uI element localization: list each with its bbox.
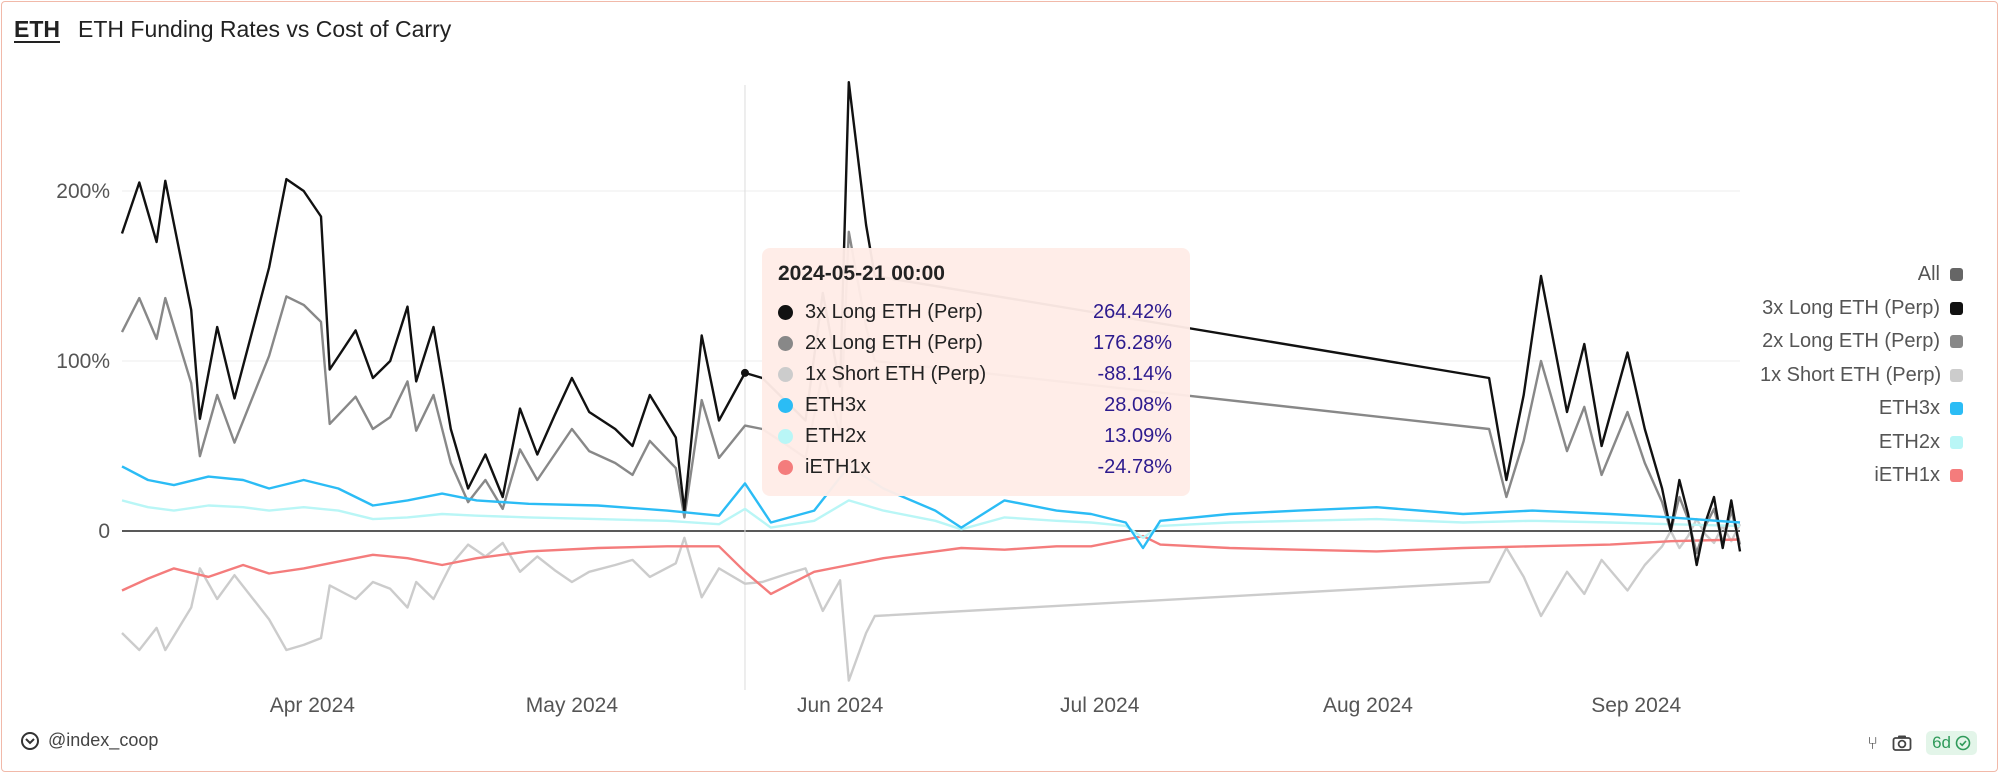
series-dot-icon (778, 335, 793, 351)
legend-swatch-icon (1950, 335, 1963, 349)
tooltip-series-name: iETH1x (805, 455, 871, 478)
hover-point (740, 368, 749, 377)
legend-label: ETH3x (1878, 397, 1940, 420)
tooltip-row: 3x Long ETH (Perp) 264.42% (778, 297, 1172, 327)
series-line-eth3x (121, 465, 1741, 550)
series-dot-icon (778, 459, 793, 475)
hover-tooltip: 2024-05-21 00:00 3x Long ETH (Perp) 264.… (762, 248, 1190, 496)
legend-label: 2x Long ETH (Perp) (1762, 330, 1940, 353)
ticker-link[interactable]: ETH (14, 16, 60, 42)
tooltip-series-name: ETH2x (805, 424, 867, 447)
tooltip-series-value: 176.28% (1093, 331, 1172, 354)
series-dot-icon (778, 304, 793, 320)
index-coop-logo-icon (21, 731, 39, 750)
camera-icon[interactable] (1892, 734, 1912, 752)
series-line-ieth1x (121, 534, 1741, 596)
tooltip-series-value: 13.09% (1104, 424, 1172, 447)
footer-credit: @index_coop (20, 730, 158, 751)
chart-header: ETH ETH Funding Rates vs Cost of Carry (14, 16, 451, 43)
tooltip-series-value: 264.42% (1093, 300, 1172, 323)
legend: All 3x Long ETH (Perp) 2x Long ETH (Perp… (1760, 258, 1963, 493)
y-tick-label: 200% (56, 180, 110, 203)
footer-toolbar: ⑂ 6d (1867, 731, 1977, 755)
legend-label: All (1917, 263, 1940, 286)
tooltip-row: 1x Short ETH (Perp) -88.14% (778, 359, 1172, 389)
series-dot-icon (778, 428, 793, 444)
series-line-eth2x (121, 499, 1741, 539)
y-tick-label: 100% (56, 350, 110, 373)
legend-swatch-icon (1950, 469, 1963, 483)
x-tick-label: Aug 2024 (1323, 694, 1413, 717)
legend-item-2x-long[interactable]: 2x Long ETH (Perp) (1760, 325, 1963, 359)
x-tick-label: Jun 2024 (797, 694, 884, 717)
refresh-age: 6d (1932, 733, 1951, 752)
tooltip-series-name: ETH3x (805, 393, 867, 416)
x-tick-label: Apr 2024 (270, 694, 356, 717)
legend-item-all[interactable]: All (1760, 258, 1963, 292)
tooltip-row: ETH2x 13.09% (778, 421, 1172, 451)
series-dot-icon (778, 366, 793, 382)
tooltip-series-name: 2x Long ETH (Perp) (805, 331, 983, 354)
refresh-status-badge[interactable]: 6d (1926, 731, 1977, 755)
tooltip-date: 2024-05-21 00:00 (778, 262, 945, 285)
legend-swatch-icon (1950, 301, 1963, 315)
series-dot-icon (778, 397, 793, 413)
legend-swatch-icon (1950, 402, 1963, 416)
legend-item-eth3x[interactable]: ETH3x (1760, 392, 1963, 426)
legend-label: ETH2x (1878, 430, 1940, 453)
tooltip-series-name: 1x Short ETH (Perp) (805, 362, 987, 385)
legend-swatch-icon (1950, 435, 1963, 449)
chart-title: ETH Funding Rates vs Cost of Carry (78, 16, 452, 42)
author-handle[interactable]: @index_coop (48, 730, 159, 750)
legend-item-1x-short[interactable]: 1x Short ETH (Perp) (1760, 359, 1963, 393)
tooltip-series-value: -24.78% (1097, 455, 1173, 478)
fork-icon[interactable]: ⑂ (1867, 732, 1879, 753)
series-line-2x-long-eth-perp (120, 230, 1742, 555)
legend-item-3x-long[interactable]: 3x Long ETH (Perp) (1760, 292, 1963, 326)
legend-label: 3x Long ETH (Perp) (1762, 296, 1940, 319)
tooltip-row: 2x Long ETH (Perp) 176.28% (778, 328, 1172, 358)
tooltip-series-value: 28.08% (1104, 393, 1172, 416)
x-tick-label: Sep 2024 (1591, 694, 1681, 717)
tooltip-series-name: 3x Long ETH (Perp) (805, 300, 983, 323)
legend-swatch-icon (1950, 368, 1963, 382)
check-circle-icon (1955, 735, 1971, 751)
tooltip-row: iETH1x -24.78% (778, 452, 1172, 482)
x-tick-label: Jul 2024 (1060, 694, 1140, 717)
y-tick-label: 0 (98, 520, 110, 543)
legend-item-ieth1x[interactable]: iETH1x (1760, 459, 1963, 493)
legend-label: iETH1x (1874, 464, 1940, 487)
x-tick-label: May 2024 (526, 694, 619, 717)
legend-swatch-icon (1950, 268, 1963, 282)
tooltip-series-value: -88.14% (1097, 362, 1173, 385)
legend-item-eth2x[interactable]: ETH2x (1760, 426, 1963, 460)
series-line-3x-long-eth-perp (120, 80, 1742, 567)
series-line-1x-short-eth-perp (121, 517, 1742, 682)
tooltip-row: ETH3x 28.08% (778, 390, 1172, 420)
legend-label: 1x Short ETH (Perp) (1760, 363, 1940, 386)
